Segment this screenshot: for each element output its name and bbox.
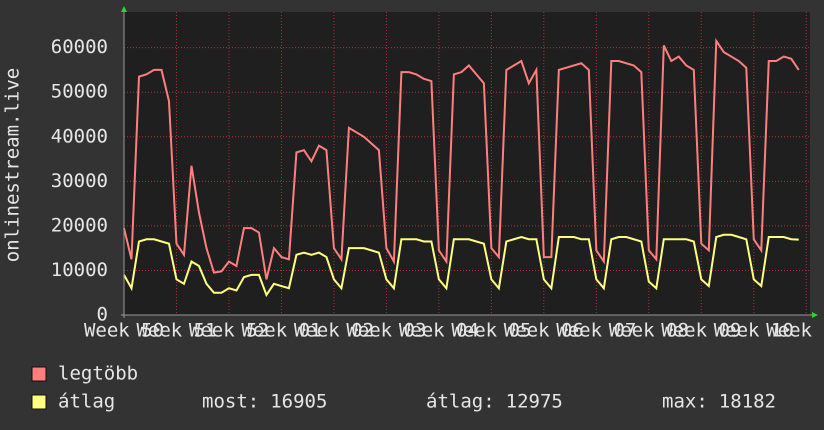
y-tick-label: 20000 <box>51 214 108 236</box>
stat-value: 16905 <box>270 391 327 413</box>
y-tick-label: 30000 <box>51 170 108 192</box>
y-tick-label: 10000 <box>51 259 108 281</box>
y-tick-label: 60000 <box>51 36 108 58</box>
x-tick-label: Week 07 <box>556 320 636 342</box>
stat-value: 12975 <box>506 391 563 413</box>
x-tick-label: Week 52 <box>189 320 269 342</box>
x-tick-label: Week 05 <box>451 320 531 342</box>
x-tick-label: Week 08 <box>609 320 689 342</box>
x-tick-label: Week 04 <box>399 320 479 342</box>
legend-swatch <box>31 394 47 410</box>
y-tick-label: 0 <box>97 304 108 326</box>
x-tick-label: Week 01 <box>241 320 321 342</box>
x-tick-label: Week 10 <box>714 320 794 342</box>
line-series <box>123 233 799 298</box>
stat-value: 18182 <box>719 391 776 413</box>
x-tick-label: Week 02 <box>294 320 374 342</box>
y-tick-label: 50000 <box>51 81 108 103</box>
x-tick-label: Week 51 <box>136 320 216 342</box>
plot-area <box>124 12 810 315</box>
line-series <box>123 37 800 280</box>
stat-label: max: <box>662 391 708 413</box>
x-tick-label: Week 50 <box>84 320 164 342</box>
x-tick-label: Week 09 <box>661 320 741 342</box>
stat-label: átlag: <box>426 391 495 413</box>
legend-swatch <box>31 366 47 382</box>
y-arrow <box>121 6 127 12</box>
x-tick-label: Week 03 <box>346 320 426 342</box>
y-axis-title: onlinestream.live <box>2 68 24 262</box>
x-tick-label: Week 06 <box>504 320 584 342</box>
stat-label: most: <box>202 391 259 413</box>
y-tick-label: 40000 <box>51 125 108 147</box>
x-arrow <box>812 312 818 318</box>
x-tick-label: Week 11 <box>766 320 824 342</box>
legend-label: legtöbb <box>58 363 138 385</box>
plot-layer <box>123 12 810 316</box>
legend-label: átlag <box>58 391 115 413</box>
